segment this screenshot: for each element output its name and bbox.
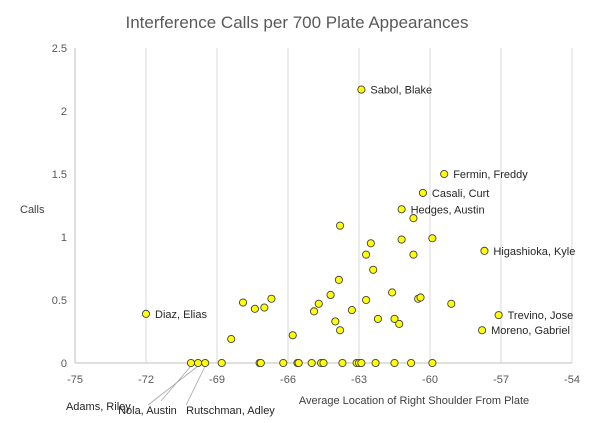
- point-label: Casali, Curt: [432, 188, 489, 200]
- data-point: [347, 306, 356, 315]
- data-point: [250, 304, 259, 313]
- data-point: [141, 309, 151, 318]
- y-axis-title: Calls: [20, 204, 45, 216]
- data-point: [256, 358, 265, 368]
- data-point: [480, 246, 489, 255]
- x-tick-label: -69: [209, 374, 225, 386]
- data-point: [409, 250, 418, 259]
- point-label: Adams, Riley: [66, 401, 131, 413]
- chart-title: Interference Calls per 700 Plate Appeara…: [125, 13, 468, 32]
- data-point: [390, 358, 399, 368]
- data-point: [397, 205, 406, 214]
- data-point: [395, 319, 404, 328]
- point-label: Fermin, Freddy: [453, 169, 528, 181]
- data-point: [288, 331, 297, 340]
- point-label: Sabol, Blake: [370, 85, 432, 97]
- data-point: [390, 314, 399, 323]
- data-point: [440, 169, 449, 179]
- data-point: [294, 358, 303, 368]
- data-point: [260, 303, 269, 312]
- data-point: [279, 358, 288, 368]
- data-point: [357, 358, 366, 368]
- y-tick-label: 0.5: [52, 295, 67, 307]
- data-point: [494, 311, 503, 320]
- x-tick-label: -54: [564, 374, 580, 386]
- data-point: [418, 188, 427, 197]
- data-point: [334, 275, 343, 284]
- axis-layer: -75 -72 -69 -66 -63 -60 -57 -54 0 0.5 1 1.5 2 2.5: [52, 43, 580, 386]
- data-point: [371, 358, 380, 368]
- label-leader-line: [185, 365, 206, 406]
- data-point: [407, 358, 416, 368]
- data-point: [267, 294, 276, 303]
- data-point: [428, 358, 437, 368]
- data-point: [478, 326, 487, 335]
- data-point: [388, 288, 397, 297]
- data-point: [326, 290, 335, 300]
- y-tick-label: 1.5: [52, 169, 67, 181]
- data-point: [186, 358, 196, 368]
- data-point: [217, 358, 226, 368]
- data-point: [227, 335, 236, 344]
- data-point: [409, 214, 418, 223]
- data-point: [319, 358, 328, 368]
- data-point: [416, 293, 425, 302]
- x-tick-label: -57: [493, 374, 509, 386]
- data-point: [336, 221, 345, 230]
- point-label: Higashioka, Kyle: [493, 246, 575, 258]
- point-layer: [141, 85, 503, 368]
- data-point: [194, 358, 203, 368]
- x-tick-label: -75: [67, 374, 83, 386]
- point-label: Rutschman, Adley: [186, 405, 275, 417]
- x-tick-label: -60: [422, 374, 438, 386]
- data-point: [336, 326, 345, 335]
- data-point: [369, 265, 378, 274]
- y-tick-label: 0: [61, 358, 67, 370]
- data-point: [362, 295, 371, 305]
- point-label: Hedges, Austin: [411, 204, 485, 216]
- data-point: [373, 314, 382, 323]
- data-point: [397, 235, 406, 244]
- point-label: Moreno, Gabriel: [491, 325, 570, 337]
- data-point: [338, 358, 347, 368]
- x-tick-label: -72: [138, 374, 154, 386]
- y-tick-label: 1: [61, 232, 67, 244]
- point-label: Trevino, Jose: [508, 310, 574, 322]
- y-tick-label: 2.5: [52, 43, 67, 55]
- y-tick-label: 2: [61, 106, 67, 118]
- data-point: [238, 298, 248, 307]
- data-point: [428, 234, 437, 243]
- x-tick-label: -63: [351, 374, 367, 386]
- leader-layer: [147, 365, 206, 406]
- data-point: [201, 358, 210, 368]
- data-point: [331, 317, 340, 326]
- data-point: [307, 358, 316, 368]
- data-point: [357, 85, 366, 94]
- label-leader-line: [147, 365, 199, 406]
- data-point: [309, 307, 319, 316]
- point-label: Nola, Austin: [118, 405, 177, 417]
- point-label: Diaz, Elias: [155, 309, 207, 321]
- x-axis-title: Average Location of Right Shoulder From …: [299, 395, 529, 407]
- data-point: [366, 239, 375, 248]
- x-tick-label: -66: [280, 374, 296, 386]
- data-point: [447, 299, 456, 308]
- data-point: [314, 299, 323, 308]
- data-point: [362, 250, 371, 259]
